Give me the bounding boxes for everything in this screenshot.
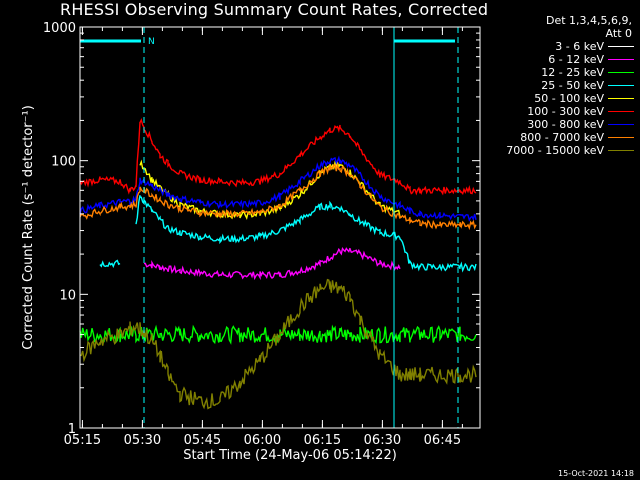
legend-item: 300 - 800 keV (482, 118, 638, 131)
night-bar-label-0: N (148, 37, 155, 47)
legend-label: 25 - 50 keV (541, 79, 604, 92)
legend-item: 25 - 50 keV (482, 79, 638, 92)
legend-item: 6 - 12 keV (482, 53, 638, 66)
legend-swatch (608, 98, 634, 99)
legend-label: 12 - 25 keV (541, 66, 604, 79)
series-line-4 (139, 159, 401, 221)
x-tick-label-5: 06:30 (364, 433, 401, 448)
y-tick-label-0: 1 (68, 422, 76, 437)
x-tick-label-1: 05:30 (124, 433, 161, 448)
legend-item: 12 - 25 keV (482, 66, 638, 79)
x-tick-label-4: 06:15 (304, 433, 341, 448)
legend-item: 7000 - 15000 keV (482, 144, 638, 157)
series-line-3 (99, 195, 477, 273)
chart-title: RHESSI Observing Summary Count Rates, Co… (60, 0, 489, 19)
legend-label: 300 - 800 keV (527, 118, 604, 131)
timestamp: 15-Oct-2021 14:18 (558, 469, 634, 478)
series-line-1 (143, 247, 401, 281)
x-tick-label-6: 06:45 (424, 433, 461, 448)
plot-frame (79, 26, 481, 429)
legend-swatch (608, 111, 634, 112)
legend-swatch (608, 72, 634, 73)
legend-label: 3 - 6 keV (555, 40, 604, 53)
legend-item: 50 - 100 keV (482, 92, 638, 105)
legend-swatch (608, 85, 634, 86)
x-axis-label: Start Time (24-May-06 05:14:22) (183, 448, 397, 463)
legend: Det 1,3,4,5,6,9, Att 0 3 - 6 keV 6 - 12 k… (482, 14, 638, 157)
legend-item: 100 - 300 keV (482, 105, 638, 118)
legend-swatch (608, 150, 634, 151)
legend-swatch (608, 59, 634, 60)
legend-header-line1: Det 1,3,4,5,6,9, (545, 14, 632, 27)
y-tick-label-3: 1000 (43, 21, 76, 36)
legend-swatch (608, 46, 634, 47)
legend-label: 7000 - 15000 keV (506, 144, 604, 157)
legend-swatch (608, 137, 634, 138)
legend-label: 50 - 100 keV (534, 92, 604, 105)
legend-label: 100 - 300 keV (527, 105, 604, 118)
legend-header-line2: Att 0 (605, 27, 632, 40)
legend-item: 3 - 6 keV (482, 40, 638, 53)
y-tick-label-1: 10 (59, 288, 76, 303)
x-tick-label-0: 05:15 (64, 433, 101, 448)
x-tick-label-3: 06:00 (244, 433, 281, 448)
legend-label: 6 - 12 keV (548, 53, 604, 66)
y-axis-label: Corrected Count Rate (s⁻¹ detector⁻¹) (21, 105, 36, 350)
y-tick-label-2: 100 (51, 155, 76, 170)
legend-item: 800 - 7000 keV (482, 131, 638, 144)
legend-label: 800 - 7000 keV (520, 131, 604, 144)
legend-swatch (608, 124, 634, 125)
series-line-8 (79, 278, 477, 410)
x-tick-label-2: 05:45 (184, 433, 221, 448)
